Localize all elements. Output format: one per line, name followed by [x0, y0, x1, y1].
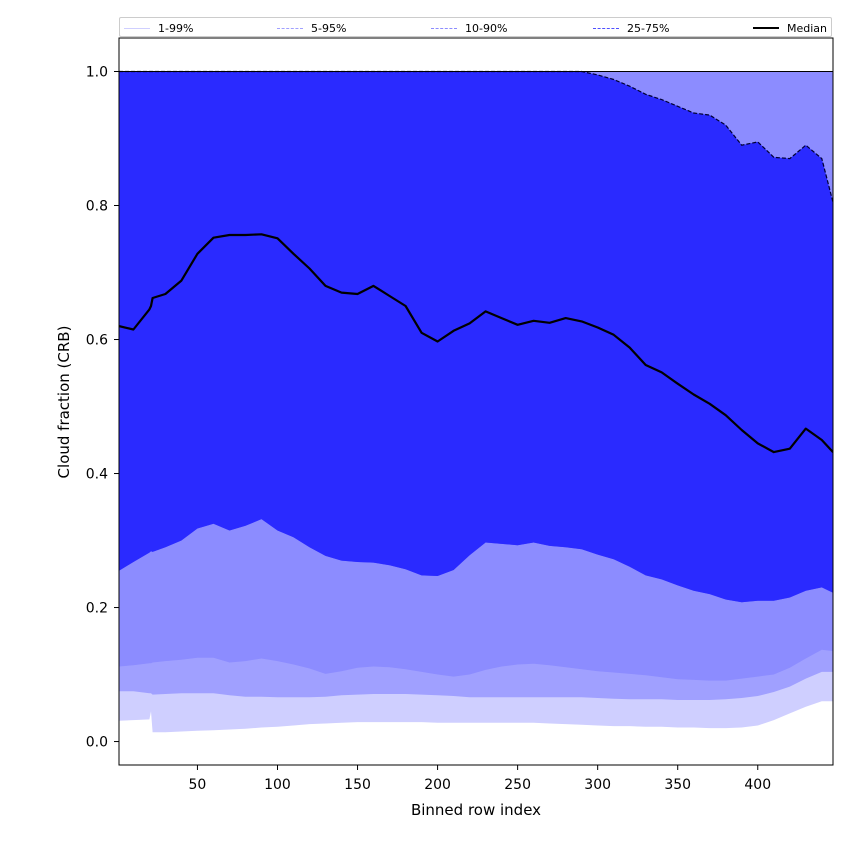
- y-tick-label: 1.0: [86, 65, 108, 81]
- x-tick-label: 300: [584, 777, 611, 793]
- percentile-bands: [119, 71, 833, 733]
- x-axis-label: Binned row index: [411, 801, 541, 819]
- legend-swatch-1-99: [124, 27, 150, 29]
- legend-swatch-5-95: [277, 27, 303, 29]
- legend: 1-99% 5-95% 10-90% 25-75% Median: [119, 17, 832, 37]
- legend-label-10-90: 10-90%: [465, 21, 508, 35]
- x-tick-label: 400: [744, 777, 771, 793]
- y-tick-label: 0.6: [86, 333, 108, 349]
- x-axis: 50 100 150 200 250 300 350 400: [189, 765, 771, 793]
- x-tick-label: 200: [424, 777, 451, 793]
- plot-area: [119, 70, 833, 733]
- band-core-area: [119, 71, 833, 603]
- legend-entry-5-95: 5-95%: [277, 21, 346, 35]
- legend-swatch-median: [753, 27, 779, 29]
- y-tick-label: 0.4: [86, 467, 108, 483]
- legend-label-median: Median: [787, 21, 828, 35]
- legend-entry-1-99: 1-99%: [124, 21, 193, 35]
- median-series: [119, 233, 833, 454]
- x-tick-label: 100: [264, 777, 291, 793]
- median-line: [119, 233, 833, 454]
- x-tick-label: 250: [504, 777, 531, 793]
- band-edges: [119, 70, 833, 203]
- legend-swatch-25-75: [593, 27, 619, 29]
- legend-entry-25-75: 25-75%: [593, 21, 669, 35]
- plot-frame: [118, 37, 834, 766]
- legend-entry-10-90: 10-90%: [431, 21, 507, 35]
- x-tick-label: 150: [344, 777, 371, 793]
- y-tick-label: 0.0: [86, 735, 108, 751]
- legend-swatch-10-90: [431, 27, 457, 29]
- legend-entry-median: Median: [753, 21, 827, 35]
- y-axis-label: Cloud fraction (CRB): [55, 326, 73, 479]
- legend-label-1-99: 1-99%: [158, 21, 194, 35]
- y-axis: 0.0 0.2 0.4 0.6 0.8 1.0: [86, 65, 119, 751]
- y-tick-label: 0.8: [86, 199, 108, 215]
- legend-label-5-95: 5-95%: [311, 21, 347, 35]
- y-tick-label: 0.2: [86, 601, 108, 617]
- legend-label-25-75: 25-75%: [627, 21, 670, 35]
- x-tick-label: 50: [189, 777, 207, 793]
- x-tick-label: 350: [664, 777, 691, 793]
